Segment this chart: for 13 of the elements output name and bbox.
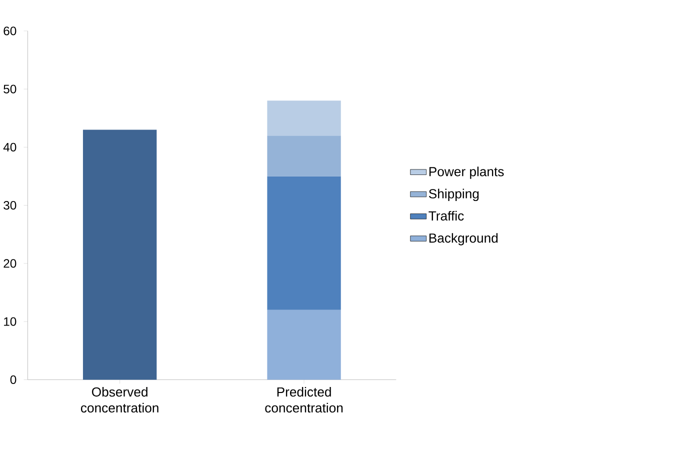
y-tick-label: 0 (10, 376, 16, 384)
y-tick-label: 10 (4, 317, 16, 326)
legend-label: Shipping (428, 189, 479, 202)
y-tick-label: 60 (4, 26, 16, 36)
legend-label: Power plants (429, 166, 504, 180)
y-tick-label: 20 (4, 259, 16, 268)
y-tick-label: 50 (4, 84, 16, 94)
x-tick-label: Observed concentration (80, 387, 158, 413)
y-tick-label: 40 (3, 143, 16, 152)
y-tick-label: 30 (4, 201, 16, 210)
legend-label: Traffic (428, 211, 464, 221)
x-tick-label: Predicted concentration (265, 387, 343, 413)
legend-label: Background (429, 233, 498, 246)
